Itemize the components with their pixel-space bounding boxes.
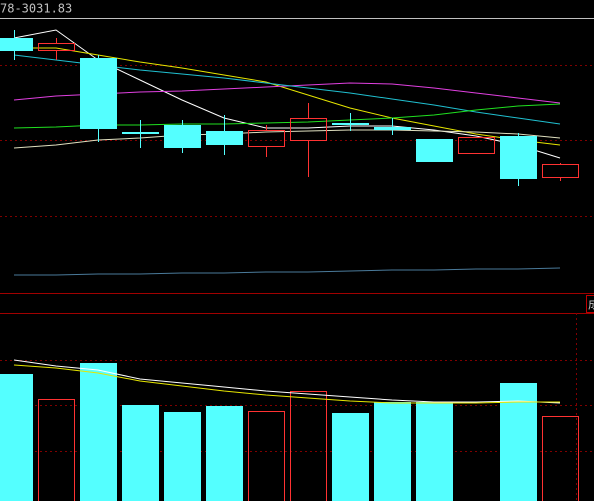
volume-bar	[290, 391, 327, 501]
ma-line	[14, 47, 561, 146]
chart-title: 78-3031.83	[0, 2, 72, 16]
volume-bar	[122, 405, 159, 501]
candle-body	[290, 118, 327, 141]
ma-line	[14, 267, 561, 276]
candle-body	[206, 131, 243, 145]
candle-body	[458, 137, 495, 154]
volume-bar	[80, 363, 117, 501]
volume-bar	[0, 374, 33, 501]
volume-bar	[332, 413, 369, 501]
volume-bar	[206, 406, 243, 501]
candle-body	[374, 127, 411, 130]
candle-body	[248, 130, 285, 147]
volume-label: 成	[588, 298, 594, 312]
candle-body	[416, 139, 453, 162]
volume-bar	[416, 402, 453, 501]
volume-bar	[500, 383, 537, 501]
candle-body	[80, 58, 117, 129]
volume-bar	[374, 402, 411, 501]
volume-bar	[542, 416, 579, 501]
volume-bar	[164, 412, 201, 501]
candle-body	[332, 123, 369, 125]
candle-body	[164, 125, 201, 148]
volume-bar	[38, 399, 75, 501]
ma-line	[13, 359, 561, 404]
candle-body	[38, 43, 75, 51]
volume-bar	[248, 411, 285, 501]
candle-body	[500, 136, 537, 179]
ma-line	[13, 364, 560, 404]
candle-body	[542, 164, 579, 178]
volume-label-box	[586, 295, 594, 313]
ma-line	[13, 129, 561, 149]
candle-body	[0, 38, 33, 51]
candle-body	[122, 132, 159, 134]
